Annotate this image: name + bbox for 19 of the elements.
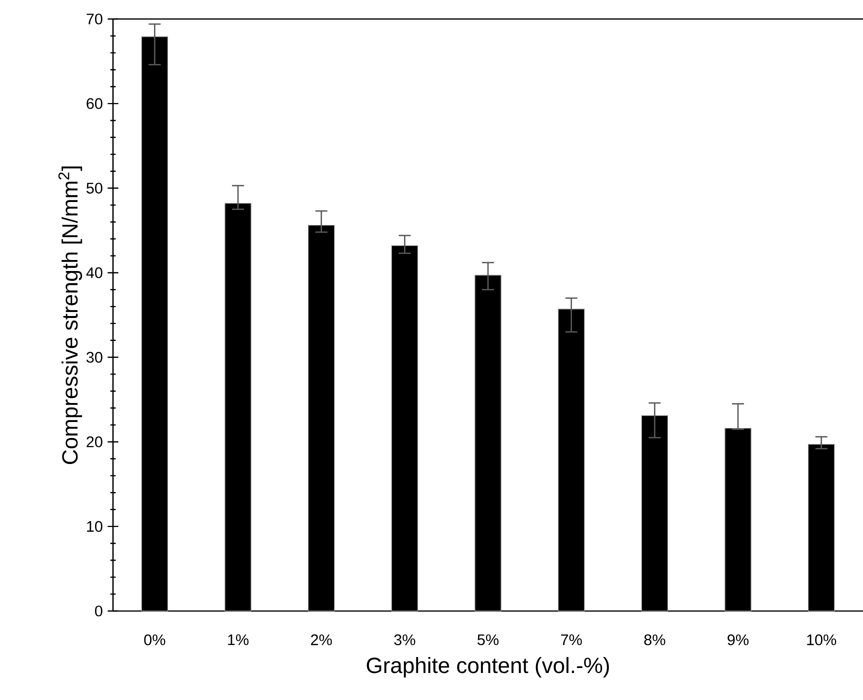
x-tick-label: 0% [144, 634, 166, 646]
x-tick-label: 7% [561, 634, 582, 646]
y-tick-label: 60 [86, 98, 102, 109]
y-axis-title: Compressive strength [N/mm$^{2}$] [58, 166, 82, 464]
x-tick-label: 10% [807, 634, 836, 646]
y-tick-label: 0 [95, 606, 102, 616]
y-tick-label: 70 [86, 14, 102, 24]
y-tick-label: 20 [86, 436, 102, 448]
x-tick-label: 2% [311, 634, 332, 646]
y-tick-label: 10 [87, 521, 102, 532]
x-tick-label: 8% [644, 634, 666, 646]
x-tick-label: 9% [728, 634, 749, 646]
x-tick-label: 3% [394, 634, 416, 646]
y-tick-label: 40 [86, 267, 102, 278]
y-tick-label: 50 [86, 182, 102, 194]
y-tick-label: 30 [86, 352, 102, 363]
x-tick-label: 5% [478, 634, 499, 646]
x-axis-title: Graphite content (vol.-%) [366, 657, 609, 678]
x-tick-label: 1% [228, 634, 249, 646]
